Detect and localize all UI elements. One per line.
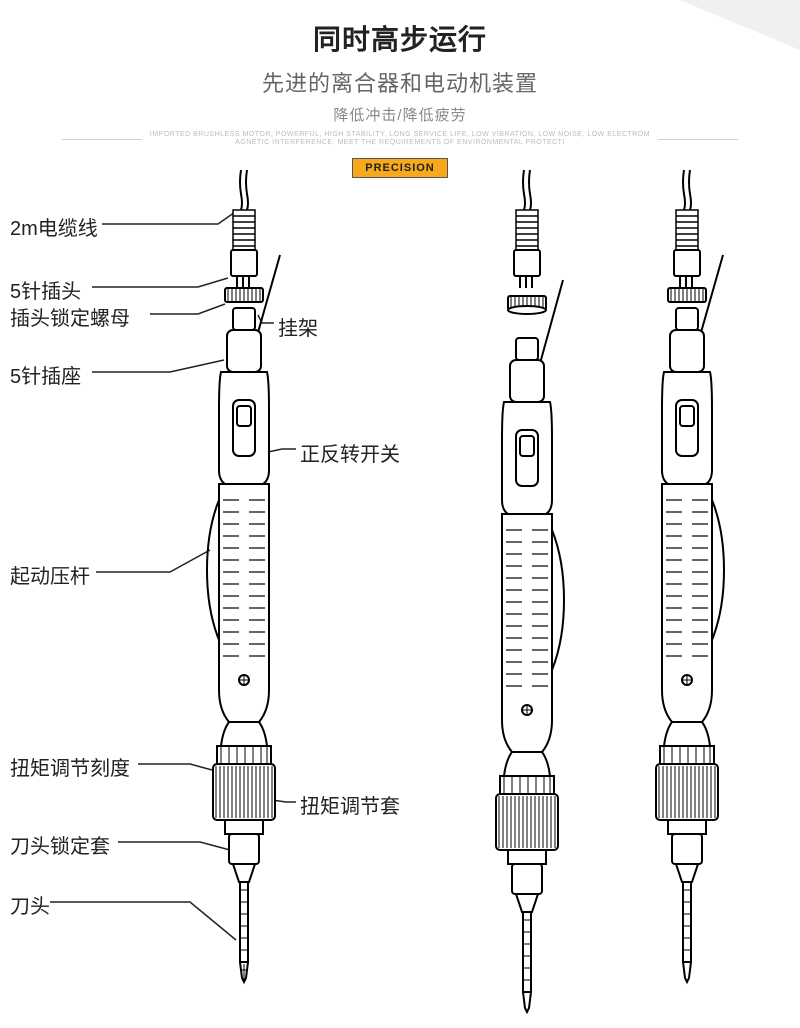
title-sub: 先进的离合器和电动机装置 [0, 66, 800, 98]
divider [658, 139, 738, 140]
screwdriver-1 [185, 170, 305, 1020]
divider [62, 139, 142, 140]
title-small: 降低冲击/降低疲劳 [0, 104, 800, 125]
corner-accent [680, 0, 800, 50]
fine-text-l2: AGNETIC INTERFERENCE, MEET THE REQUIREME… [235, 139, 565, 146]
fine-text-l1: IMPORTED BRUSHLESS MOTOR, POWERFUL, HIGH… [150, 131, 650, 138]
fine-print: IMPORTED BRUSHLESS MOTOR, POWERFUL, HIGH… [0, 131, 800, 148]
screwdriver-2 [468, 170, 588, 1020]
fine-text: IMPORTED BRUSHLESS MOTOR, POWERFUL, HIGH… [150, 131, 650, 148]
diagram-area: 2m电缆线 5针插头 插头锁定螺母 挂架 5针插座 正反转开关 起动压杆 扭矩调… [0, 170, 800, 1028]
screwdriver-3 [628, 170, 748, 1020]
